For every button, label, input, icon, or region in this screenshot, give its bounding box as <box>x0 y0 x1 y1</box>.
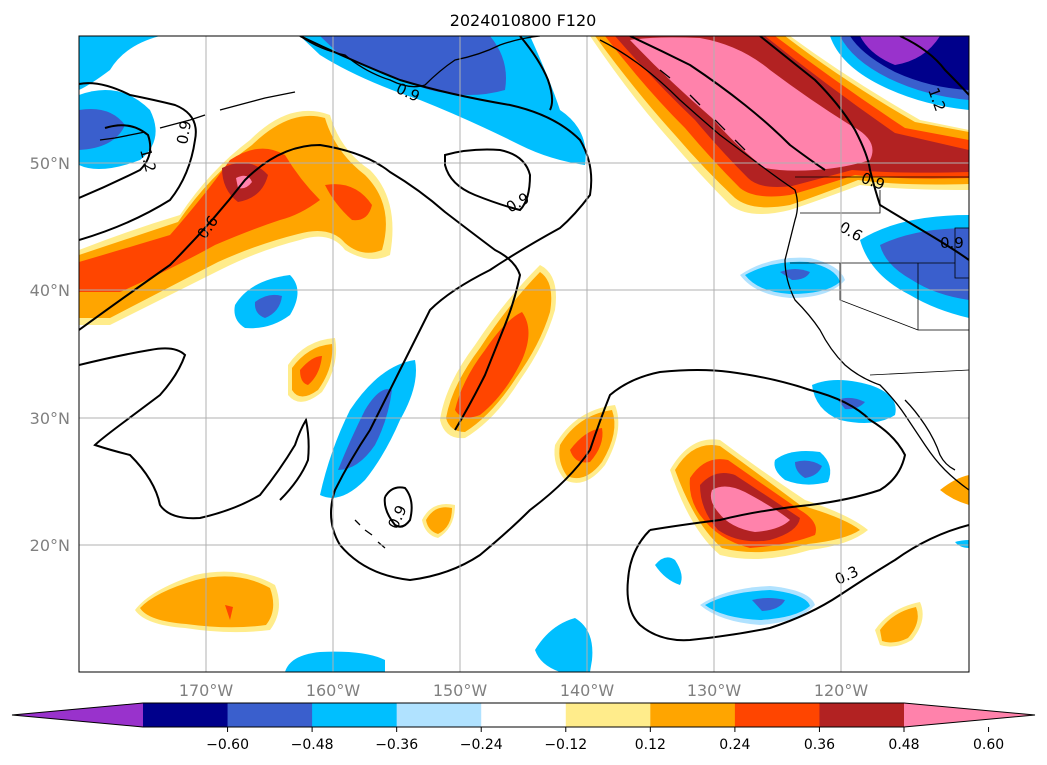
contour-ur <box>899 36 969 96</box>
contour-right <box>519 36 554 111</box>
colorbar-tick-label: −0.24 <box>460 737 503 753</box>
contour-0.9-inner <box>383 486 413 528</box>
field-blob-red-b <box>300 356 322 385</box>
contour-1.2-coast <box>629 36 826 171</box>
border-box <box>954 227 969 279</box>
lon-label-160w: 160°W <box>306 681 361 700</box>
coastline-baja <box>904 399 956 471</box>
field-small-orange-l <box>940 475 969 505</box>
field-blue-j <box>655 557 682 585</box>
field-small-orange-d <box>426 507 452 534</box>
colorbar-tick-label: −0.36 <box>375 737 418 753</box>
colorbar-segment <box>227 703 313 727</box>
field-small-blue-m <box>955 540 969 548</box>
colorbar-segment <box>734 703 820 727</box>
contour-nw-1.2 <box>79 124 152 199</box>
colorbar-segment <box>819 703 905 727</box>
colorbar-extend-low <box>12 703 143 727</box>
colorbar-segment <box>396 703 482 727</box>
colorbar-tick-label: 0.48 <box>888 737 919 753</box>
field-small-orange-k <box>880 607 918 643</box>
map-frame <box>78 35 970 673</box>
field-bottom-lightblue <box>285 651 385 672</box>
field-darkblue-i <box>752 598 785 611</box>
colorbar-outline <box>11 702 1036 728</box>
lat-label-30: 30°N <box>30 409 70 428</box>
field-warm-band-red2 <box>325 184 372 221</box>
contour-0.9-main <box>299 36 907 582</box>
field-bottom-lightblue2 <box>535 618 593 672</box>
contour-0.9-east <box>444 148 532 212</box>
lon-labels: 170°W 160°W 150°W 140°W 130°W 120°W <box>179 681 869 700</box>
field-small-red-h <box>225 605 233 620</box>
field-jet-pink <box>630 37 873 171</box>
contour-nw-0.9 <box>79 82 197 241</box>
colorbar: −0.60 −0.48 −0.36 −0.24 −0.12 0.12 0.24 0.36 0.4… <box>11 702 1036 753</box>
lon-label-140w: 140°W <box>560 681 615 700</box>
contour-label-7: 0.9 <box>940 234 964 252</box>
colorbar-tick-label: −0.48 <box>291 737 334 753</box>
field-small-darkblue-e <box>795 460 822 478</box>
field-streak-red <box>455 312 529 418</box>
colorbar-segment <box>143 703 229 727</box>
contours <box>79 36 969 642</box>
border-us-mex <box>869 369 969 376</box>
colorbar-segment <box>481 703 567 727</box>
border-ca-nv <box>839 263 969 331</box>
contour-label-3: 0.9 <box>173 119 195 146</box>
field-small-orange-h <box>140 576 274 628</box>
field-small-darkblue-f <box>838 397 865 410</box>
coastline-islands-bc <box>659 69 746 151</box>
colorbar-tick-label: 0.24 <box>719 737 750 753</box>
field-blob-darkblue-a <box>254 294 282 318</box>
lon-label-170w: 170°W <box>179 681 234 700</box>
lat-label-50: 50°N <box>30 154 70 173</box>
colorbar-tick-label: 0.60 <box>973 737 1004 753</box>
field-ur-purple <box>860 36 940 65</box>
contour-0.6-coast <box>759 36 969 261</box>
contour-0.6-big <box>79 143 522 431</box>
colorbar-segment <box>650 703 736 727</box>
contour-0.3 <box>626 524 969 642</box>
colorbar-tick-label: −0.12 <box>544 737 587 753</box>
lat-label-40: 40°N <box>30 281 70 300</box>
colorbar-tick-label: −0.60 <box>206 737 249 753</box>
coastline-na-west <box>599 39 969 491</box>
contour-label-9: 1.2 <box>136 146 160 174</box>
colorbar-extend-high <box>904 703 1035 727</box>
field-darkblue-g <box>780 269 810 280</box>
border-wa-or <box>800 190 881 214</box>
field-bigblob-pink <box>710 486 790 532</box>
field-nw-blue <box>79 36 160 90</box>
field-nw-darkblue <box>79 109 125 150</box>
shaded-field <box>79 36 969 672</box>
lon-label-130w: 130°W <box>687 681 742 700</box>
borders <box>790 176 969 376</box>
contour-0.9-west <box>79 347 310 520</box>
lat-labels: 20°N 30°N 40°N 50°N <box>30 154 70 555</box>
colorbar-segment <box>312 703 398 727</box>
gridlines <box>79 36 969 672</box>
colorbar-tick-label: 0.36 <box>804 737 835 753</box>
colorbar-tick-label: 0.12 <box>635 737 666 753</box>
chart-title: 2024010800 F120 <box>450 11 597 30</box>
lon-label-120w: 120°W <box>814 681 869 700</box>
coastline-aleutians <box>99 91 296 141</box>
field-streak-darkblue <box>338 389 392 470</box>
lon-label-150w: 150°W <box>433 681 488 700</box>
lat-label-20: 20°N <box>30 536 70 555</box>
colorbar-segment <box>565 703 651 727</box>
coastlines <box>99 36 969 549</box>
coastline-alaska <box>299 36 541 88</box>
